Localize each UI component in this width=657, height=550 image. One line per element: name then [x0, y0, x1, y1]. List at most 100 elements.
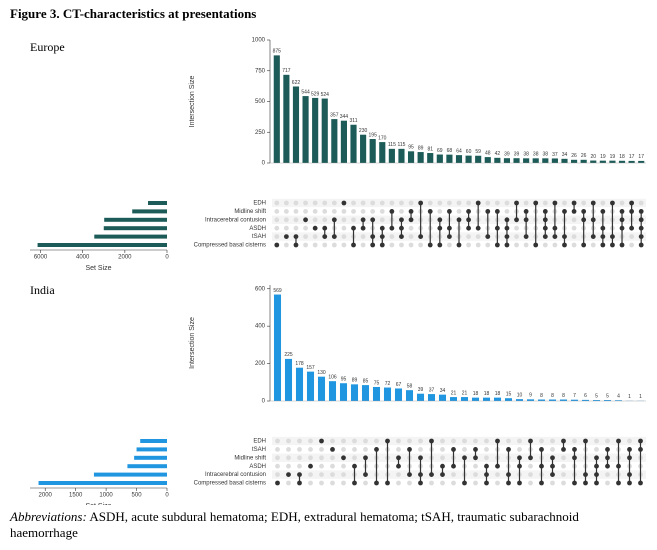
bar [523, 158, 530, 163]
matrix-dot [286, 472, 291, 477]
matrix-dot [616, 463, 621, 469]
matrix-dot-empty [322, 242, 328, 248]
matrix-dot-empty [629, 242, 635, 248]
matrix-dot [466, 225, 471, 231]
matrix-dot [542, 234, 548, 240]
y-tick-label: 1000 [252, 38, 266, 44]
matrix-dot-empty [542, 242, 548, 248]
matrix-dot [605, 463, 610, 469]
value-label: 115 [388, 142, 396, 148]
value-label: 37 [552, 152, 558, 158]
matrix-dot [274, 242, 280, 248]
matrix-dot-empty [514, 225, 519, 231]
matrix-dot [456, 242, 462, 248]
matrix-dot [572, 447, 577, 452]
matrix-dot-empty [484, 455, 489, 461]
matrix-dot-empty [466, 200, 471, 206]
y-tick-label: 250 [255, 130, 266, 136]
matrix-stripe [272, 453, 646, 462]
matrix-dot-empty [360, 234, 366, 240]
matrix-dot-empty [283, 200, 289, 206]
matrix-dot-empty [605, 472, 610, 477]
bar [482, 397, 491, 401]
value-label: 21 [451, 390, 457, 396]
value-label: 344 [340, 114, 349, 120]
matrix-dot-empty [319, 463, 324, 469]
matrix-dot-empty [330, 480, 335, 486]
matrix-dot-empty [379, 200, 385, 206]
set-bar [104, 217, 167, 222]
value-label: 64 [456, 148, 462, 154]
bar [317, 376, 326, 401]
matrix-dot [504, 242, 510, 248]
matrix-dot [523, 209, 529, 214]
matrix-stripe [272, 436, 646, 446]
value-label: 157 [306, 365, 315, 371]
matrix-dot [638, 209, 644, 214]
bar [350, 384, 359, 401]
bar [295, 367, 304, 401]
matrix-dot [542, 225, 548, 231]
matrix-dot-empty [440, 480, 445, 486]
value-label: 75 [374, 380, 380, 386]
matrix-dot [561, 438, 566, 444]
matrix-dot [360, 225, 366, 231]
matrix-dot [616, 438, 621, 444]
matrix-dot [539, 447, 544, 452]
value-label: 34 [562, 152, 568, 158]
matrix-dot [539, 463, 544, 469]
matrix-dot-empty [466, 234, 471, 240]
set-bar [37, 243, 167, 247]
matrix-dot-empty [331, 209, 337, 214]
bar [504, 398, 513, 401]
matrix-dot [418, 472, 423, 477]
matrix-dot-empty [297, 438, 302, 444]
matrix-dot [447, 225, 452, 231]
matrix-dot-empty [331, 242, 337, 248]
matrix-dot-empty [319, 455, 324, 461]
matrix-dot-empty [484, 447, 489, 452]
matrix-dot-empty [351, 217, 356, 223]
matrix-dot-empty [517, 447, 522, 452]
matrix-dot-empty [407, 438, 412, 444]
matrix-dot [379, 234, 385, 240]
matrix-dot-empty [514, 234, 519, 240]
matrix-dot [379, 225, 385, 231]
matrix-dot-empty [437, 209, 443, 214]
matrix-dot-empty [374, 438, 379, 444]
bar [292, 86, 300, 163]
y-tick-label: 0 [262, 399, 266, 405]
matrix-dot [462, 455, 467, 461]
matrix-dot-empty [528, 472, 533, 477]
set-name: tSAH [252, 447, 266, 453]
matrix-dot-empty [286, 447, 291, 452]
bar [449, 397, 458, 401]
matrix-dot-empty [440, 438, 445, 444]
matrix-dot-empty [286, 455, 291, 461]
bar [350, 124, 357, 163]
bar [493, 397, 502, 401]
value-label: 195 [369, 132, 378, 138]
matrix-dot-empty [341, 225, 347, 231]
bar [455, 155, 463, 163]
matrix-dot-empty [389, 234, 395, 240]
value-label: 34 [440, 388, 446, 394]
matrix-dot-empty [561, 455, 566, 461]
matrix-dot [629, 200, 635, 206]
matrix-dot [408, 217, 414, 223]
value-label: 38 [533, 152, 539, 158]
matrix-dot-empty [319, 447, 324, 452]
matrix-dot-empty [594, 447, 599, 452]
matrix-dot-empty [286, 438, 291, 444]
value-label: 8 [540, 393, 543, 399]
matrix-dot [385, 438, 390, 444]
figure-title: Figure 3. CT-characteristics at presenta… [10, 6, 256, 21]
matrix-dot-empty [330, 463, 335, 469]
matrix-dot-empty [561, 463, 566, 469]
set-bar [94, 234, 167, 239]
matrix-dot-empty [312, 242, 318, 248]
matrix-dot-empty [312, 200, 318, 206]
matrix-dot-empty [341, 447, 346, 452]
matrix-dot [495, 438, 500, 444]
value-label: 72 [385, 381, 391, 387]
